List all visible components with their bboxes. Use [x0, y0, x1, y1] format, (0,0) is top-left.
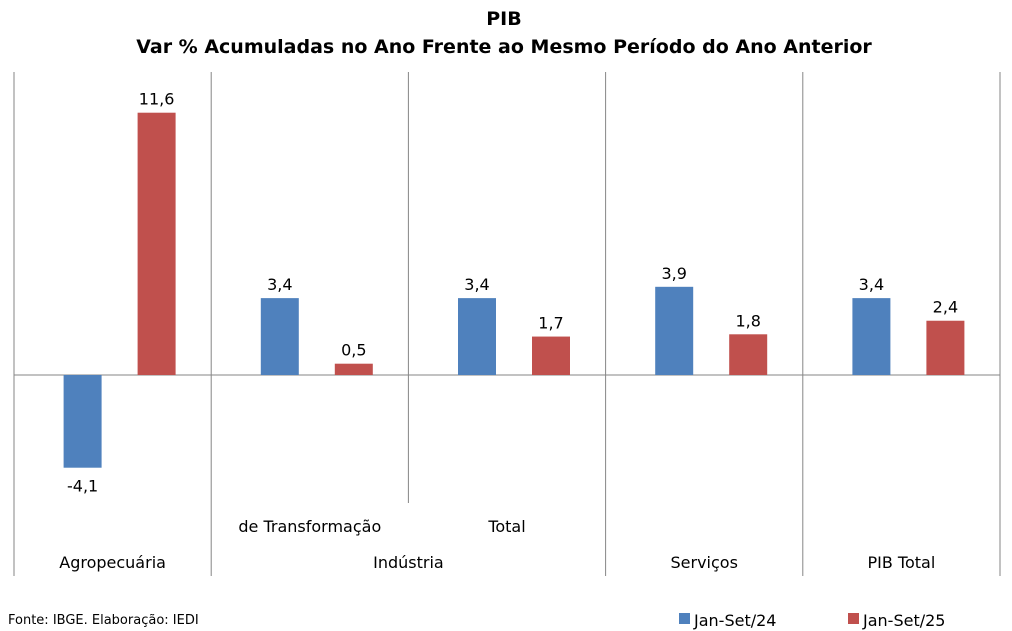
chart-title: PIB: [486, 8, 521, 30]
legend-label: Jan-Set/25: [862, 611, 945, 630]
plot-area: -4,1 3,4 3,4 3,9 3,4 11,6 0,5 1,7 1,8 2,4 Agropecu…: [13, 72, 1001, 576]
bar: [63, 375, 102, 468]
group-label: PIB Total: [868, 553, 936, 572]
data-label: 2,4: [933, 298, 958, 317]
bar: [532, 336, 570, 375]
source-note: Fonte: IBGE. Elaboração: IEDI: [8, 613, 199, 628]
bar: [655, 286, 694, 375]
chart-subtitle: Var % Acumuladas no Ano Frente ao Mesmo …: [136, 36, 872, 58]
legend: Jan-Set/24 Jan-Set/25: [679, 611, 945, 630]
tick-label: de Transformação: [238, 517, 381, 536]
group-label: Indústria: [373, 553, 444, 572]
tick-label: Total: [487, 517, 525, 536]
data-label: 0,5: [341, 341, 366, 360]
legend-swatch: [679, 613, 690, 624]
data-label: 1,8: [735, 311, 760, 330]
bar: [458, 298, 496, 375]
data-label: 3,9: [661, 264, 686, 283]
data-label: 1,7: [538, 314, 563, 333]
group-label: Agropecuária: [59, 553, 166, 572]
legend-swatch: [848, 613, 859, 624]
bar: [137, 112, 176, 376]
bar: [334, 363, 373, 375]
group-label: Serviços: [670, 553, 737, 572]
data-label: 3,4: [464, 275, 489, 294]
bar: [260, 298, 299, 375]
data-label: 3,4: [267, 275, 292, 294]
bar: [729, 334, 768, 375]
legend-label: Jan-Set/24: [693, 611, 776, 630]
data-label: 11,6: [139, 90, 175, 109]
bar: [926, 320, 965, 375]
data-label: 3,4: [859, 275, 884, 294]
data-label: -4,1: [67, 477, 98, 496]
bar: [852, 298, 891, 375]
